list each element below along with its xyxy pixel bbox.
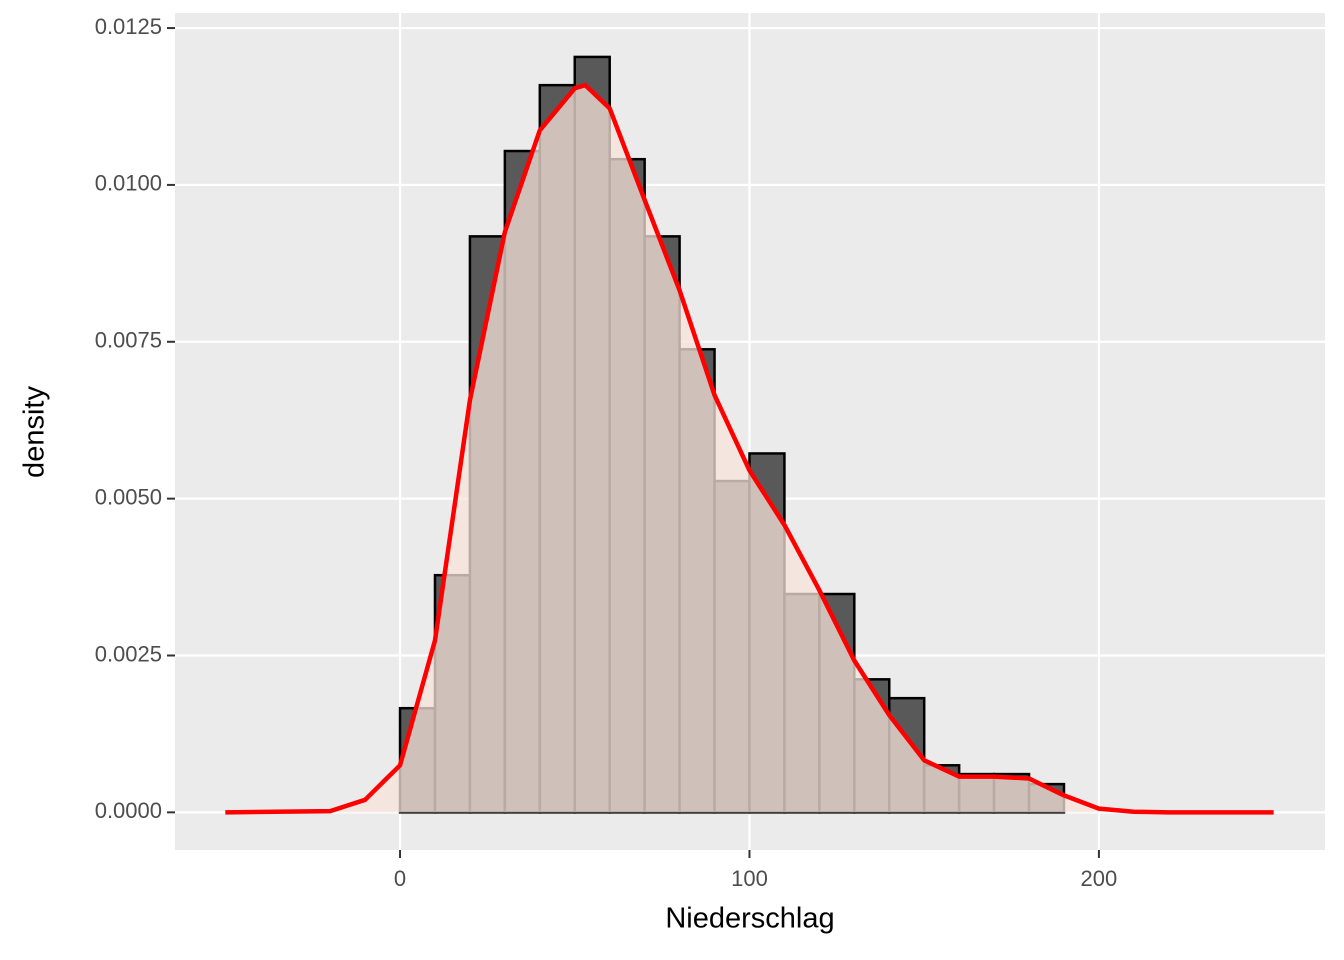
y-axis-title: density: [19, 386, 51, 478]
x-tick-label: 100: [731, 866, 768, 891]
density-line: [225, 82, 1274, 815]
y-tick-label: 0.0050: [95, 484, 162, 509]
x-tick-label: 0: [394, 866, 406, 891]
y-tick-label: 0.0125: [95, 14, 162, 39]
y-tick-label: 0.0075: [95, 328, 162, 353]
x-tick-label: 200: [1081, 866, 1118, 891]
y-tick-label: 0.0025: [95, 641, 162, 666]
y-tick-label: 0.0000: [95, 798, 162, 823]
y-tick-label: 0.0100: [95, 171, 162, 196]
density-area: [225, 85, 1274, 813]
x-axis-title: Niederschlag: [665, 903, 834, 935]
